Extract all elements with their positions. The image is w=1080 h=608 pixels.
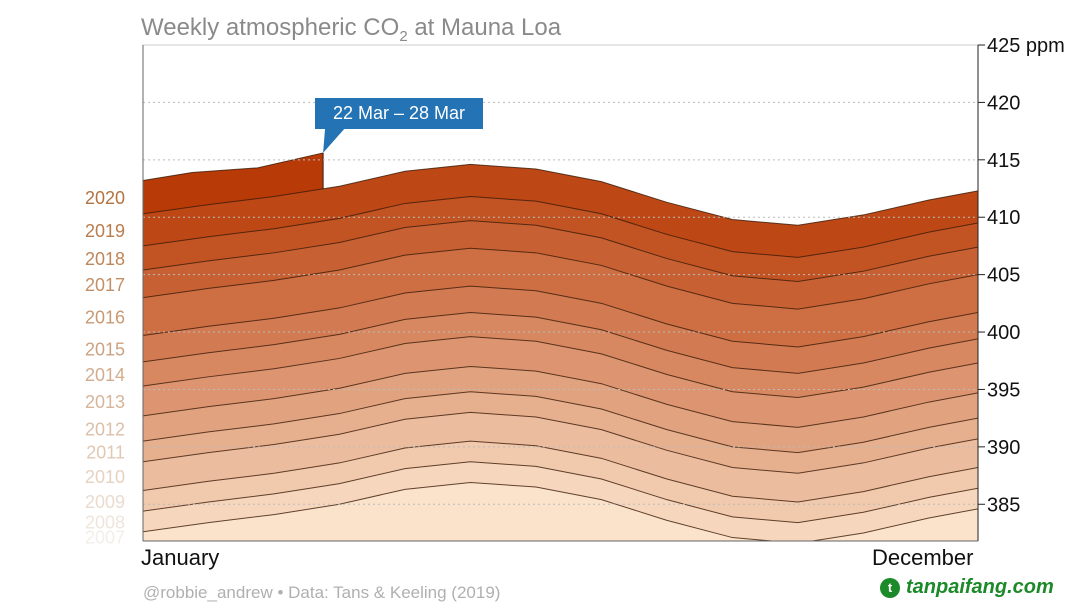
credit: @robbie_andrew • Data: Tans & Keeling (2… <box>143 583 501 602</box>
y-tick-label: 415 <box>987 150 1020 172</box>
year-label-2019: 2019 <box>85 221 125 241</box>
year-label-2014: 2014 <box>85 365 125 385</box>
year-label-2007: 2007 <box>85 527 125 547</box>
line-2008 <box>143 461 978 524</box>
year-label-2016: 2016 <box>85 308 125 328</box>
watermark-logo-icon: t <box>880 577 900 598</box>
annotation-callout: 22 Mar – 28 Mar <box>315 98 483 129</box>
line-2015 <box>143 285 978 348</box>
y-tick-label: 385 <box>987 494 1020 516</box>
y-tick-label: 410 <box>987 207 1020 229</box>
y-tick-label: 390 <box>987 437 1020 459</box>
watermark: t tanpaifang.com <box>880 576 1054 599</box>
year-label-2018: 2018 <box>85 249 125 269</box>
line-2019 <box>143 163 978 226</box>
year-label-2008: 2008 <box>85 512 125 532</box>
year-label-2009: 2009 <box>85 492 125 512</box>
line-2010 <box>143 411 978 474</box>
year-label-2011: 2011 <box>86 442 125 462</box>
year-label-2020: 2020 <box>85 188 125 208</box>
chart-title: Weekly atmospheric CO2 at Mauna Loa <box>141 14 562 45</box>
line-2013 <box>143 336 978 398</box>
line-2007 <box>143 481 978 541</box>
x-label-end: December <box>872 545 974 570</box>
y-tick-label: 425 ppm <box>987 35 1065 57</box>
line-2014 <box>143 312 978 374</box>
year-label-2010: 2010 <box>85 467 125 487</box>
line-2018 <box>143 196 978 258</box>
x-label-start: January <box>141 545 220 570</box>
line-2016 <box>143 247 978 310</box>
y-tick-label: 395 <box>987 379 1020 401</box>
line-2009 <box>143 440 978 503</box>
line-2012 <box>143 365 978 428</box>
line-2017 <box>143 220 978 283</box>
y-tick-label: 420 <box>987 92 1020 114</box>
area-2007 <box>143 482 978 541</box>
year-label-2012: 2012 <box>85 419 125 439</box>
callout-pointer <box>323 128 346 153</box>
year-label-2017: 2017 <box>85 275 125 295</box>
line-2011 <box>143 391 978 454</box>
year-label-2013: 2013 <box>85 392 125 412</box>
y-tick-label: 400 <box>987 322 1020 344</box>
year-label-2015: 2015 <box>85 340 125 360</box>
y-tick-label: 405 <box>987 265 1020 287</box>
line-2020 <box>143 152 324 181</box>
